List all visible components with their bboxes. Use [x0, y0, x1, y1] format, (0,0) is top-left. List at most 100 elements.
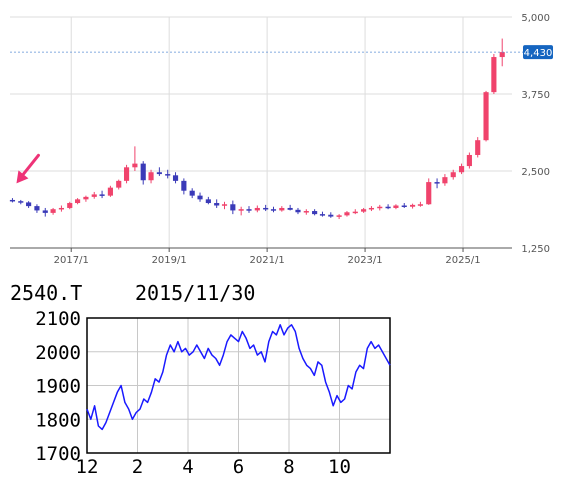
candle-body — [50, 209, 56, 213]
candle-body — [132, 163, 138, 168]
top-x-tick-label: 2025/1 — [445, 255, 480, 265]
candle-body — [385, 206, 391, 209]
candle-body — [401, 205, 407, 207]
candle-body — [140, 163, 146, 181]
candle-body — [148, 172, 154, 181]
candle-body — [352, 211, 358, 214]
candle-body — [434, 182, 440, 184]
candle-body — [238, 209, 244, 211]
candle-body — [34, 206, 40, 211]
candle-body — [458, 166, 465, 173]
candle-body — [270, 209, 277, 211]
candle-body — [197, 195, 203, 200]
candle-body — [312, 211, 318, 215]
candle-body — [75, 199, 81, 204]
top-x-tick-label: 2017/1 — [54, 255, 89, 265]
bottom-x-tick-label: 12 — [76, 456, 99, 478]
candle-body — [417, 204, 423, 206]
candle-body — [475, 140, 481, 155]
candle-body — [205, 199, 211, 204]
candle-body — [107, 187, 113, 196]
top-x-tick-label: 2019/1 — [152, 255, 187, 265]
candle-body — [279, 207, 285, 211]
top-x-tick-label: 2021/1 — [250, 255, 285, 265]
candle-body — [491, 57, 497, 93]
top-chart-candles — [9, 38, 505, 220]
candle-body — [344, 212, 350, 216]
bottom-x-tick-label: 10 — [328, 456, 351, 478]
top-chart-y-ticks: 5,000 3,750 2,500 1,250 — [521, 13, 550, 255]
bottom-chart-x-ticks: 12 2 4 6 8 10 — [76, 456, 351, 478]
bottom-y-tick-label: 2000 — [35, 342, 81, 364]
bottom-chart-frame — [86, 317, 391, 454]
arrow-head — [16, 170, 29, 184]
candle-body — [172, 175, 179, 181]
bottom-y-tick-label: 1700 — [35, 443, 81, 465]
candle-body — [156, 172, 162, 175]
candle-body — [295, 209, 301, 213]
bottom-y-tick-label: 1900 — [35, 376, 81, 398]
candle-body — [99, 194, 105, 196]
chart-title-code: 2540.T — [10, 281, 82, 305]
top-chart-x-ticks: 2017/1 2019/1 2021/1 2023/1 2025/1 — [54, 248, 481, 265]
bottom-y-tick-label: 1800 — [35, 409, 81, 431]
top-chart-grid — [10, 16, 512, 248]
candle-body — [303, 211, 309, 213]
candle-body — [287, 207, 293, 210]
candle-body — [58, 207, 64, 210]
current-price-badge: 4,430 — [523, 45, 553, 60]
pink-arrow-marker — [16, 153, 40, 184]
candle-body — [91, 194, 97, 197]
current-price-badge-bg — [523, 45, 553, 60]
candle-body — [450, 172, 456, 178]
candle-body — [26, 202, 32, 207]
candle-body — [165, 174, 171, 176]
candle-body — [263, 207, 269, 210]
top-y-tick-label: 3,750 — [521, 90, 550, 101]
candle-body — [123, 167, 130, 181]
price-line-series — [86, 324, 391, 431]
candle-body — [410, 204, 416, 207]
candle-body — [9, 199, 16, 202]
candle-body — [116, 180, 122, 188]
bottom-x-tick-label: 4 — [182, 456, 193, 478]
candle-body — [499, 52, 505, 58]
bottom-x-tick-label: 2 — [132, 456, 143, 478]
arrow-shaft — [20, 153, 40, 177]
candle-body — [246, 209, 252, 211]
one-year-line-chart: 2540.T 2015/11/30 2100 2000 1900 1800 1700 1… — [10, 281, 391, 478]
bottom-x-tick-label: 6 — [233, 456, 244, 478]
bottom-chart-y-ticks: 2100 2000 1900 1800 1700 — [35, 308, 81, 465]
candle-body — [328, 214, 334, 217]
candle-body — [83, 196, 89, 200]
bottom-chart-grid — [87, 318, 390, 453]
bottom-x-tick-label: 8 — [283, 456, 294, 478]
candle-body — [319, 214, 326, 216]
candle-body — [181, 180, 187, 191]
bottom-y-tick-label: 2100 — [35, 308, 81, 330]
candle-body — [336, 215, 342, 217]
candle-body — [42, 210, 48, 213]
candle-body — [18, 201, 24, 203]
candle-body — [466, 154, 472, 167]
candle-body — [483, 92, 489, 141]
top-y-tick-label: 2,500 — [521, 167, 550, 178]
top-y-tick-label: 5,000 — [521, 13, 550, 24]
chart-title-date: 2015/11/30 — [135, 281, 255, 305]
candle-body — [393, 205, 399, 208]
candle-body — [254, 207, 260, 211]
candle-body — [361, 209, 367, 212]
candle-body — [377, 206, 383, 209]
candle-body — [230, 204, 236, 211]
candle-body — [442, 177, 448, 184]
candle-body — [426, 182, 432, 205]
candle-body — [67, 203, 73, 208]
candle-body — [214, 203, 220, 206]
candle-body — [221, 204, 228, 206]
candle-body — [368, 207, 375, 210]
current-price-label: 4,430 — [524, 48, 553, 59]
top-x-tick-label: 2023/1 — [347, 255, 382, 265]
top-y-tick-label: 1,250 — [521, 244, 550, 255]
candle-body — [189, 190, 195, 196]
